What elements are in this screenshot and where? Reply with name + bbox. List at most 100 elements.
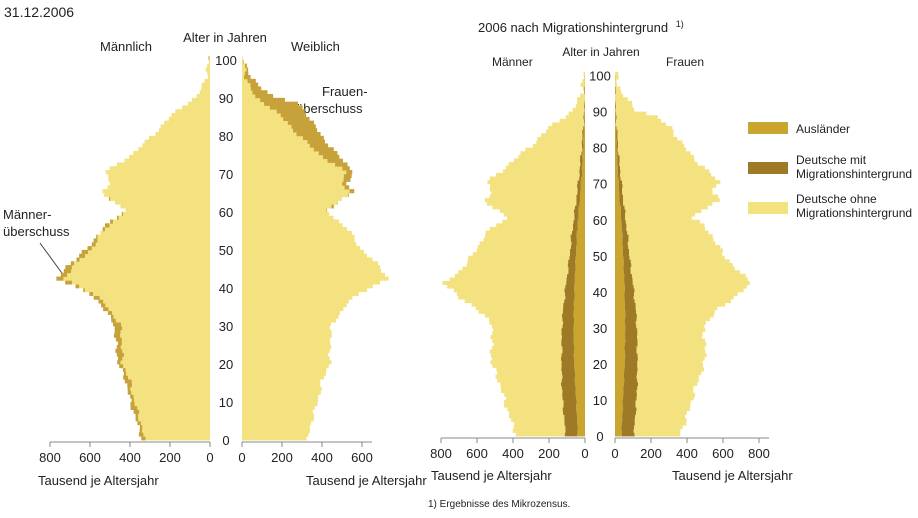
chart1-bar-female-31 [242, 318, 337, 323]
chart2-bar-male-deutsche-mit-18 [561, 367, 575, 372]
chart1-bar-male-41 [71, 280, 210, 285]
chart2-bar-female-auslaender-54 [615, 237, 623, 242]
chart2-bar-male-auslaender-62 [578, 208, 585, 213]
chart2-bar-male-deutsche-mit-26 [561, 338, 574, 343]
chart2-bar-male-deutsche-mit-53 [571, 241, 577, 246]
chart2-bar-female-deutsche-ohne-74 [620, 165, 705, 170]
chart1-bar-female-37 [242, 295, 353, 300]
chart1-bar-female-81 [242, 128, 293, 133]
chart2-bar-female-auslaender-52 [615, 244, 623, 249]
chart2-bar-female-deutsche-mit-14 [624, 381, 639, 386]
chart1-bar-female-40 [242, 284, 373, 289]
chart2-bar-female-deutsche-mit-8 [622, 403, 636, 408]
chart2-age-label: 50 [593, 249, 607, 264]
chart2-bar-female-deutsche-mit-40 [624, 288, 635, 293]
chart2-bar-female-deutsche-mit-72 [617, 172, 621, 177]
chart2-title: 2006 nach Migrationshintergrund 1) [478, 19, 684, 35]
chart1-bar-female-67 [242, 181, 343, 186]
chart2-bar-male-auslaender-76 [582, 158, 585, 163]
chart1-bar-female-6 [242, 413, 314, 418]
chart2-bar-male-deutsche-ohne-3 [514, 421, 565, 426]
chart1-bar-male-63 [110, 196, 210, 201]
chart2-bar-female-deutsche-mit-54 [622, 237, 629, 242]
chart2-bar-male-auslaender-51 [576, 248, 585, 253]
chart2-bar-male-deutsche-mit-74 [579, 165, 582, 170]
chart1-bar-female-80 [242, 132, 297, 137]
chart2-bar-female-deutsche-ohne-99 [615, 75, 619, 80]
chart1-bar-female-surplus-83 [287, 120, 315, 125]
chart2-bar-female-deutsche-mit-39 [624, 291, 635, 296]
chart1-bar-male-18 [125, 367, 210, 372]
chart1-bar-male-surplus-53 [96, 234, 98, 239]
chart1-bar-female-surplus-93 [250, 82, 259, 87]
chart2-bar-male-auslaender-65 [579, 198, 585, 203]
chart1-bar-female-18 [242, 367, 327, 372]
chart1-bar-female-8 [242, 405, 315, 410]
chart2-bar-female-deutsche-mit-21 [624, 356, 638, 361]
chart2-bar-female-deutsche-ohne-82 [617, 136, 678, 141]
chart1-bar-male-surplus-13 [127, 386, 131, 391]
chart2-bar-female-deutsche-mit-13 [623, 385, 638, 390]
chart2-bar-female-deutsche-ohne-31 [635, 320, 706, 325]
chart2-center-label: Alter in Jahren [562, 45, 639, 59]
chart2-bar-male-auslaender-63 [578, 205, 585, 210]
chart1-bar-male-surplus-50 [87, 246, 92, 251]
chart2-bar-male-deutsche-mit-76 [580, 158, 583, 163]
chart2-bar-male-deutsche-ohne-0 [515, 432, 565, 437]
chart2-bar-female-deutsche-ohne-38 [633, 295, 734, 300]
chart2-bar-female-auslaender-79 [615, 147, 617, 152]
chart2-bar-male-deutsche-ohne-54 [483, 237, 571, 242]
chart2-bar-male-auslaender-54 [576, 237, 585, 242]
chart2-bar-male-deutsche-ohne-53 [479, 241, 572, 246]
chart2-bar-female-deutsche-mit-71 [618, 176, 621, 181]
chart2-bar-male-deutsche-ohne-43 [449, 277, 567, 282]
chart2-tick-label-left: 800 [430, 446, 452, 461]
chart2-right-label: Frauen [666, 55, 704, 69]
chart1-bar-female-94 [242, 78, 248, 84]
chart2-bar-female-deutsche-ohne-42 [632, 281, 750, 286]
chart2-bar-female-deutsche-ohne-21 [637, 356, 705, 361]
chart2-bar-female-deutsche-mit-69 [618, 183, 623, 188]
chart2-bar-male-deutsche-mit-22 [561, 353, 574, 358]
chart2-age-label: 90 [593, 105, 607, 120]
chart2-bar-male-deutsche-ohne-62 [499, 208, 574, 213]
legend: Ausländer Deutsche mit Migrationshintergr… [748, 122, 912, 220]
chart1-age-label: 60 [219, 205, 233, 220]
chart1-bar-male-surplus-58 [116, 215, 119, 220]
chart2-bar-male-deutsche-mit-59 [573, 219, 578, 224]
chart1-bar-female-7 [242, 409, 313, 414]
chart1-bar-male-56 [109, 223, 210, 228]
chart2-bar-male-deutsche-ohne-10 [506, 396, 563, 401]
chart2-bar-female-auslaender-88 [615, 115, 616, 120]
chart2-bar-female-deutsche-ohne-5 [635, 414, 685, 419]
chart2-bar-female-deutsche-ohne-86 [615, 122, 666, 127]
chart2-bar-female-deutsche-ohne-20 [637, 360, 703, 365]
chart2-bar-female-auslaender-73 [615, 169, 618, 174]
chart2-bar-male-auslaender-48 [575, 259, 585, 264]
chart2-bar-female-deutsche-ohne-37 [634, 299, 732, 304]
chart1-bar-female-32 [242, 314, 339, 319]
chart2-bar-female-deutsche-ohne-71 [620, 176, 716, 181]
chart1-bar-male-87 [182, 105, 210, 110]
chart1-bar-female-88 [242, 101, 265, 106]
chart2-bar-male-deutsche-mit-30 [562, 324, 574, 329]
chart2-bar-male-deutsche-mit-15 [561, 378, 575, 383]
chart2-bar-male-deutsche-ohne-26 [492, 338, 562, 343]
chart1-bar-male-surplus-23 [115, 348, 123, 353]
chart2-bar-male-auslaender-3 [577, 421, 585, 426]
chart2-bar-female-deutsche-ohne-14 [638, 381, 698, 386]
chart2-bar-female-deutsche-ohne-51 [629, 248, 723, 253]
chart2-tick-label-left: 200 [538, 446, 560, 461]
chart2-bar-female-deutsche-ohne-100 [615, 72, 619, 77]
chart2-bar-male-deutsche-mit-36 [563, 302, 574, 307]
chart1-bar-female-85 [242, 113, 281, 118]
chart2-bar-female-deutsche-ohne-25 [637, 342, 707, 347]
chart2-bar-male-auslaender-12 [575, 389, 585, 394]
chart1-bar-female-surplus-61 [331, 204, 334, 209]
chart2-bar-male-auslaender-31 [574, 320, 585, 325]
chart1-tick-label-right: 400 [311, 450, 333, 465]
chart2-bar-male-deutsche-ohne-71 [489, 176, 580, 181]
chart2-bar-female-deutsche-mit-15 [624, 378, 638, 383]
chart1-bar-male-86 [175, 109, 210, 114]
chart2-tick-label-right: 0 [611, 446, 618, 461]
